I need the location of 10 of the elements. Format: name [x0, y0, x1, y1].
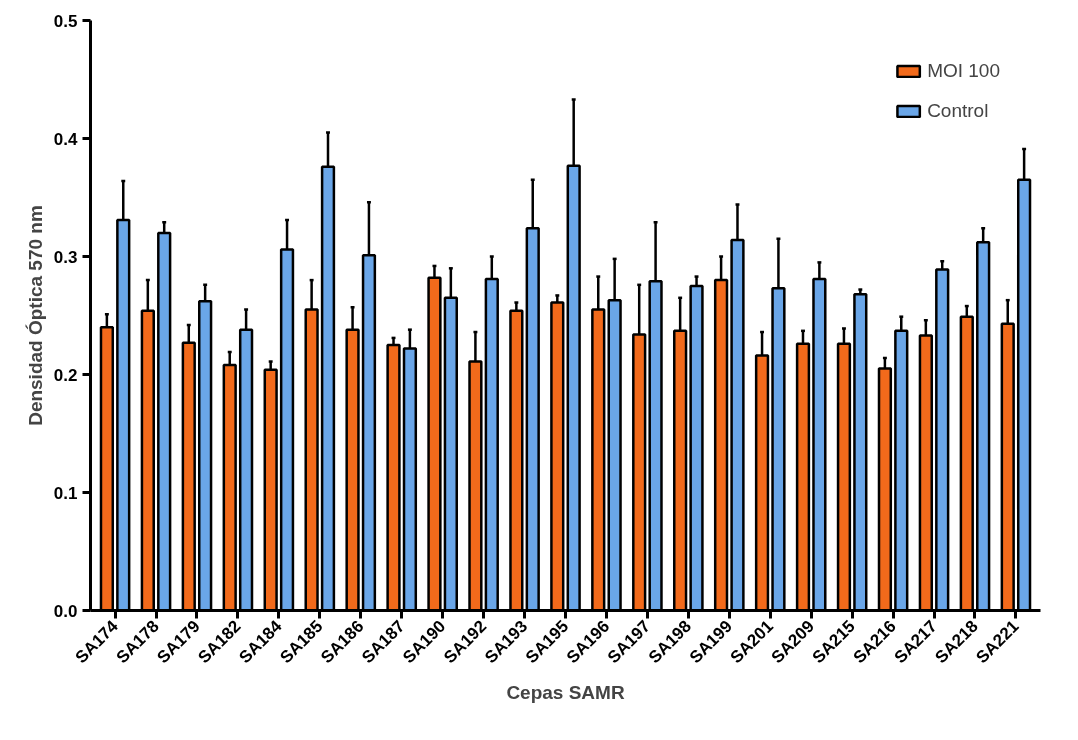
- y-tick-label: 0.0: [53, 601, 78, 621]
- y-axis-title: Densidad Óptica 570 nm: [24, 205, 46, 426]
- y-tick-label: 0.4: [53, 129, 79, 149]
- legend-label: Control: [927, 100, 989, 122]
- x-axis-title: Cepas SAMR: [506, 681, 625, 703]
- y-tick-label: 0.3: [53, 247, 78, 267]
- legend-label: MOI 100: [927, 60, 1000, 82]
- y-tick-label: 0.2: [53, 365, 78, 385]
- y-tick-label: 0.1: [53, 483, 78, 503]
- y-tick-label: 0.5: [53, 11, 78, 31]
